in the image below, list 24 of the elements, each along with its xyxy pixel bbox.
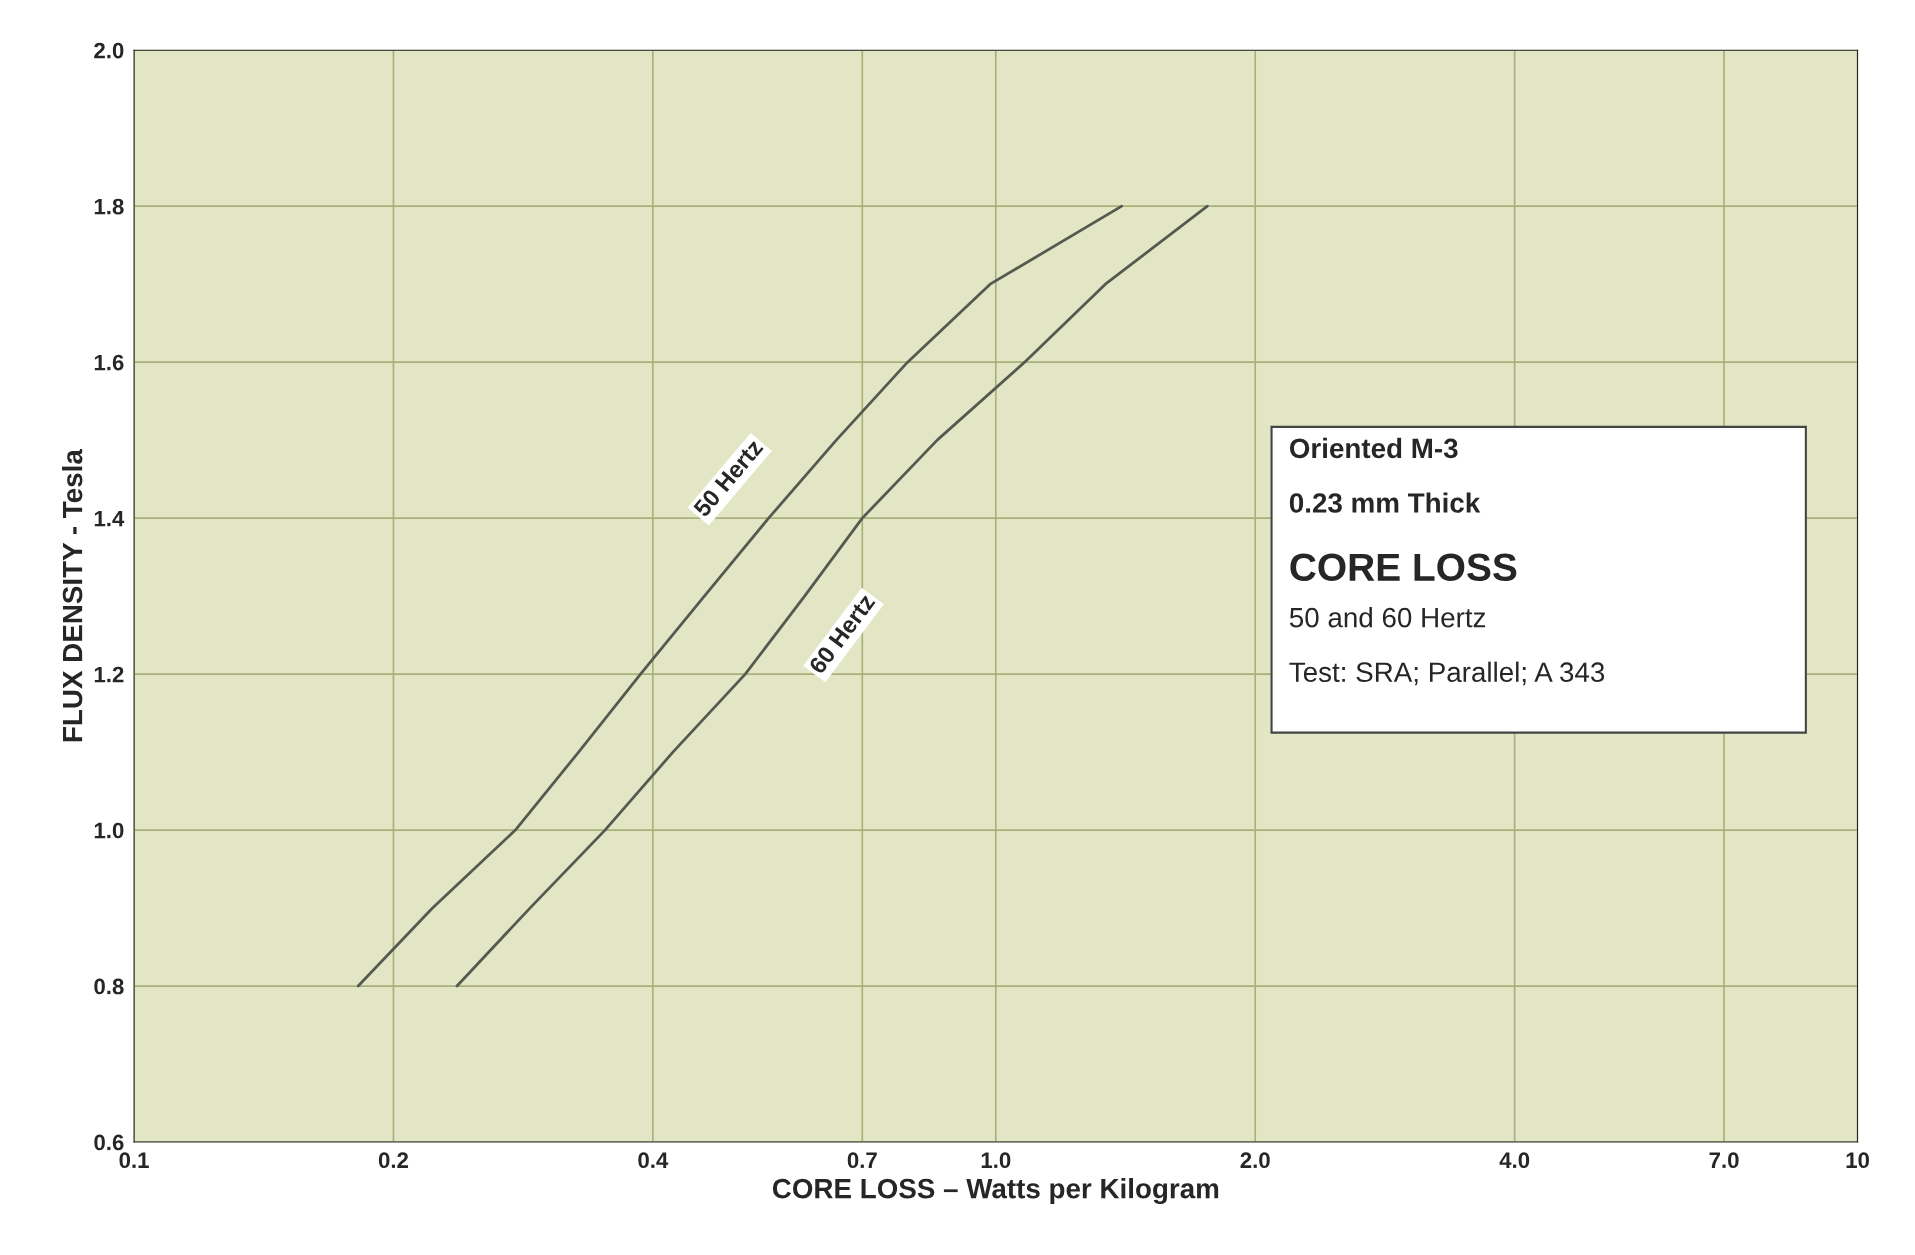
x-tick-label: 7.0: [1709, 1152, 1739, 1169]
y-axis-title: FLUX DENSITY - Tesla: [61, 449, 83, 742]
x-tick-label: 0.4: [638, 1152, 669, 1169]
x-tick-label: 0.7: [847, 1152, 877, 1169]
y-tick-label: 0.6: [94, 1134, 124, 1151]
y-tick-label: 1.2: [94, 666, 124, 683]
annotation: 50 and 60 Hertz: [1289, 607, 1486, 628]
y-tick-label: 1.6: [94, 354, 124, 371]
x-axis-title: CORE LOSS – Watts per Kilogram: [772, 1178, 1219, 1205]
y-tick-label: 1.4: [94, 510, 125, 527]
x-tick-label: 2.0: [1240, 1152, 1270, 1169]
x-tick-label: 10: [1846, 1152, 1869, 1169]
y-tick-label: 1.0: [94, 822, 124, 839]
x-tick-label: 0.1: [119, 1152, 149, 1169]
annotation: CORE LOSS: [1290, 553, 1517, 582]
annotation: 0.23 mm Thick: [1289, 492, 1481, 513]
x-tick-label: 0.2: [378, 1152, 409, 1169]
annotation: Test: SRA; Parallel; A 343: [1289, 661, 1605, 686]
x-tick-label: 1.0: [981, 1152, 1011, 1169]
x-tick-label: 4.0: [1499, 1152, 1530, 1169]
y-tick-label: 1.8: [94, 198, 124, 215]
y-tick-label: 2.0: [94, 42, 124, 59]
y-tick-label: 0.8: [94, 978, 124, 995]
annotation: Oriented M-3: [1289, 437, 1458, 459]
